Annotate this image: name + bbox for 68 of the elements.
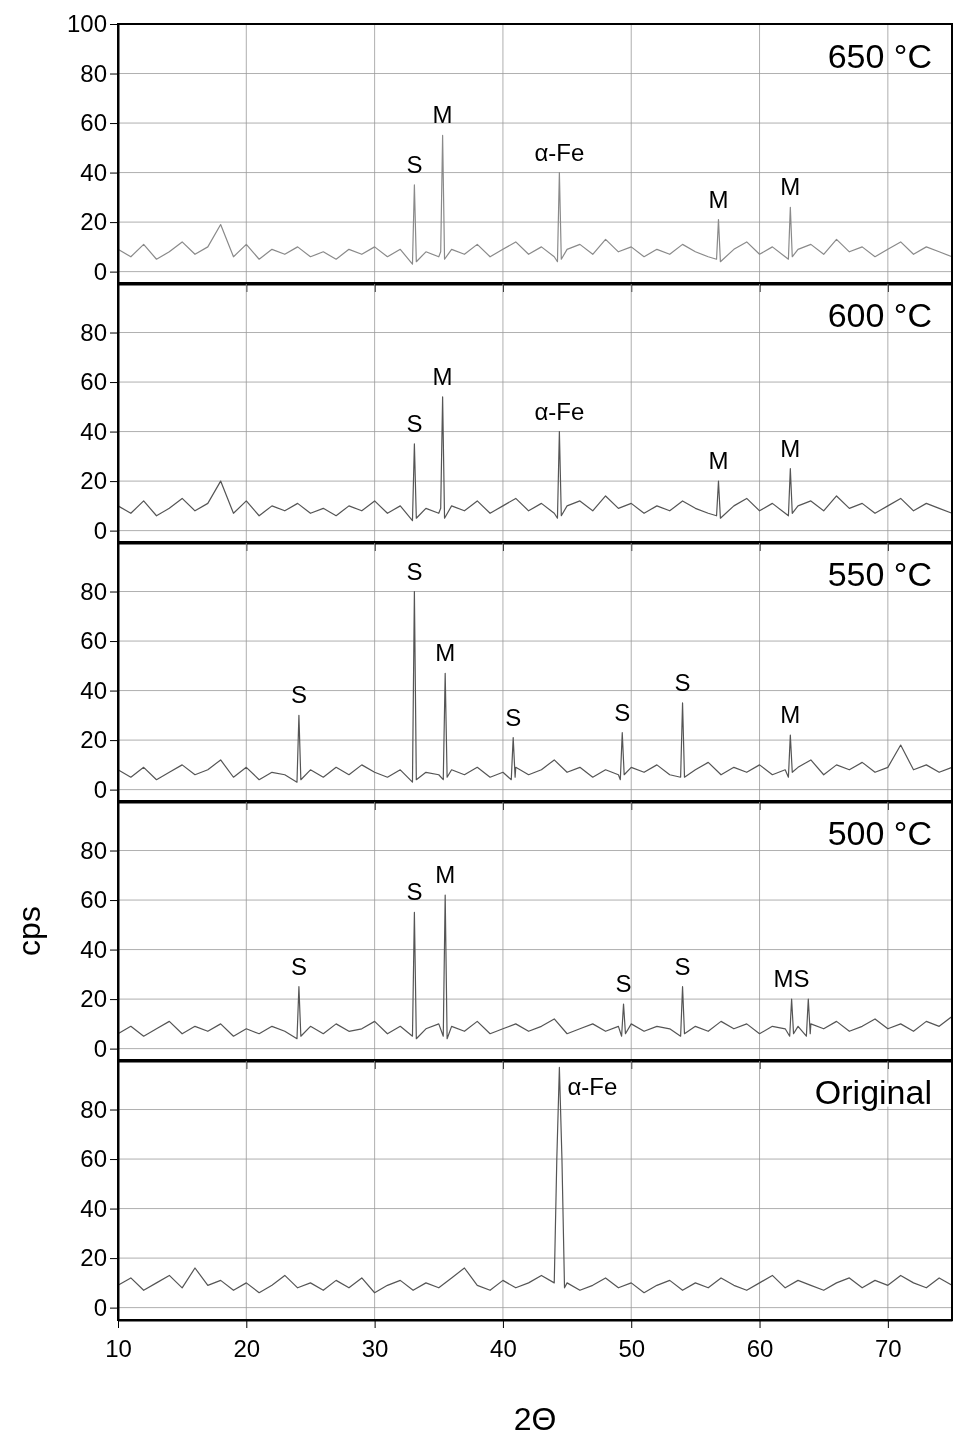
y-tick-label: 60 bbox=[80, 1145, 107, 1173]
annotation: M bbox=[780, 701, 801, 729]
y-tick-label: 0 bbox=[93, 257, 107, 285]
y-tick-label: 60 bbox=[80, 627, 107, 655]
y-tick-label: 40 bbox=[80, 158, 107, 186]
annotation: S bbox=[406, 150, 423, 178]
y-tick-label: 0 bbox=[93, 1293, 107, 1321]
y-tick-label: 20 bbox=[80, 726, 107, 754]
annotation: S bbox=[406, 557, 423, 585]
annotation: α-Fe bbox=[534, 138, 585, 166]
y-tick-label: 40 bbox=[80, 1194, 107, 1222]
annotation: M bbox=[780, 434, 801, 462]
chart-title: 500 °C bbox=[827, 814, 932, 852]
x-tick-label: 30 bbox=[361, 1335, 389, 1363]
y-tick-label: 60 bbox=[80, 886, 107, 914]
x-tick-label: 60 bbox=[746, 1335, 774, 1363]
annotation: α-Fe bbox=[567, 1073, 618, 1101]
y-tick-label: 0 bbox=[93, 775, 107, 803]
chart-title: 650 °C bbox=[827, 37, 932, 75]
chart-title: 600 °C bbox=[827, 296, 932, 334]
annotation: M bbox=[780, 173, 801, 201]
y-tick-label: 80 bbox=[80, 836, 107, 864]
annotation: S bbox=[674, 952, 691, 980]
annotation: M bbox=[435, 861, 456, 889]
y-tick-label: 100 bbox=[66, 10, 107, 38]
line-series bbox=[117, 1066, 953, 1294]
y-tick-label: 20 bbox=[80, 1244, 107, 1272]
y-tick-label: 40 bbox=[80, 417, 107, 445]
y-tick-label: 80 bbox=[80, 59, 107, 87]
annotation: S bbox=[614, 698, 631, 726]
annotation: S bbox=[406, 409, 423, 437]
y-tick-label: 40 bbox=[80, 935, 107, 963]
annotation: S bbox=[674, 668, 691, 696]
y-tick-label: 0 bbox=[93, 1034, 107, 1062]
annotation: M bbox=[432, 101, 453, 129]
y-tick-label: 60 bbox=[80, 109, 107, 137]
annotation: S bbox=[290, 681, 307, 709]
x-tick-label: 50 bbox=[618, 1335, 646, 1363]
annotation: M bbox=[708, 447, 729, 475]
annotation: M bbox=[435, 639, 456, 667]
annotation: S bbox=[505, 703, 522, 731]
y-tick-label: 20 bbox=[80, 985, 107, 1013]
y-tick-label: 80 bbox=[80, 577, 107, 605]
x-axis-title: 2Θ bbox=[513, 1401, 557, 1437]
y-axis-title: cps bbox=[11, 906, 47, 956]
annotation: S bbox=[406, 878, 423, 906]
y-tick-label: 60 bbox=[80, 368, 107, 396]
line-series bbox=[117, 396, 953, 522]
x-tick-label: 70 bbox=[874, 1335, 902, 1363]
x-tick-label: 10 bbox=[105, 1335, 132, 1363]
y-tick-label: 20 bbox=[80, 208, 107, 236]
annotation: M bbox=[708, 185, 729, 213]
annotation: S bbox=[290, 952, 307, 980]
annotation: S bbox=[615, 970, 632, 998]
chart-title: 550 °C bbox=[827, 555, 932, 593]
y-tick-label: 20 bbox=[80, 467, 107, 495]
annotation: MS bbox=[773, 965, 810, 993]
x-tick-label: 20 bbox=[233, 1335, 261, 1363]
y-tick-label: 40 bbox=[80, 676, 107, 704]
y-tick-label: 0 bbox=[93, 516, 107, 544]
chart-title: Original bbox=[814, 1073, 932, 1111]
y-tick-label: 80 bbox=[80, 1095, 107, 1123]
x-tick-label: 40 bbox=[490, 1335, 517, 1363]
line-series bbox=[117, 590, 953, 783]
y-tick-label: 80 bbox=[80, 318, 107, 346]
line-series bbox=[117, 134, 953, 265]
annotation: α-Fe bbox=[534, 397, 585, 425]
annotation: M bbox=[432, 362, 453, 390]
